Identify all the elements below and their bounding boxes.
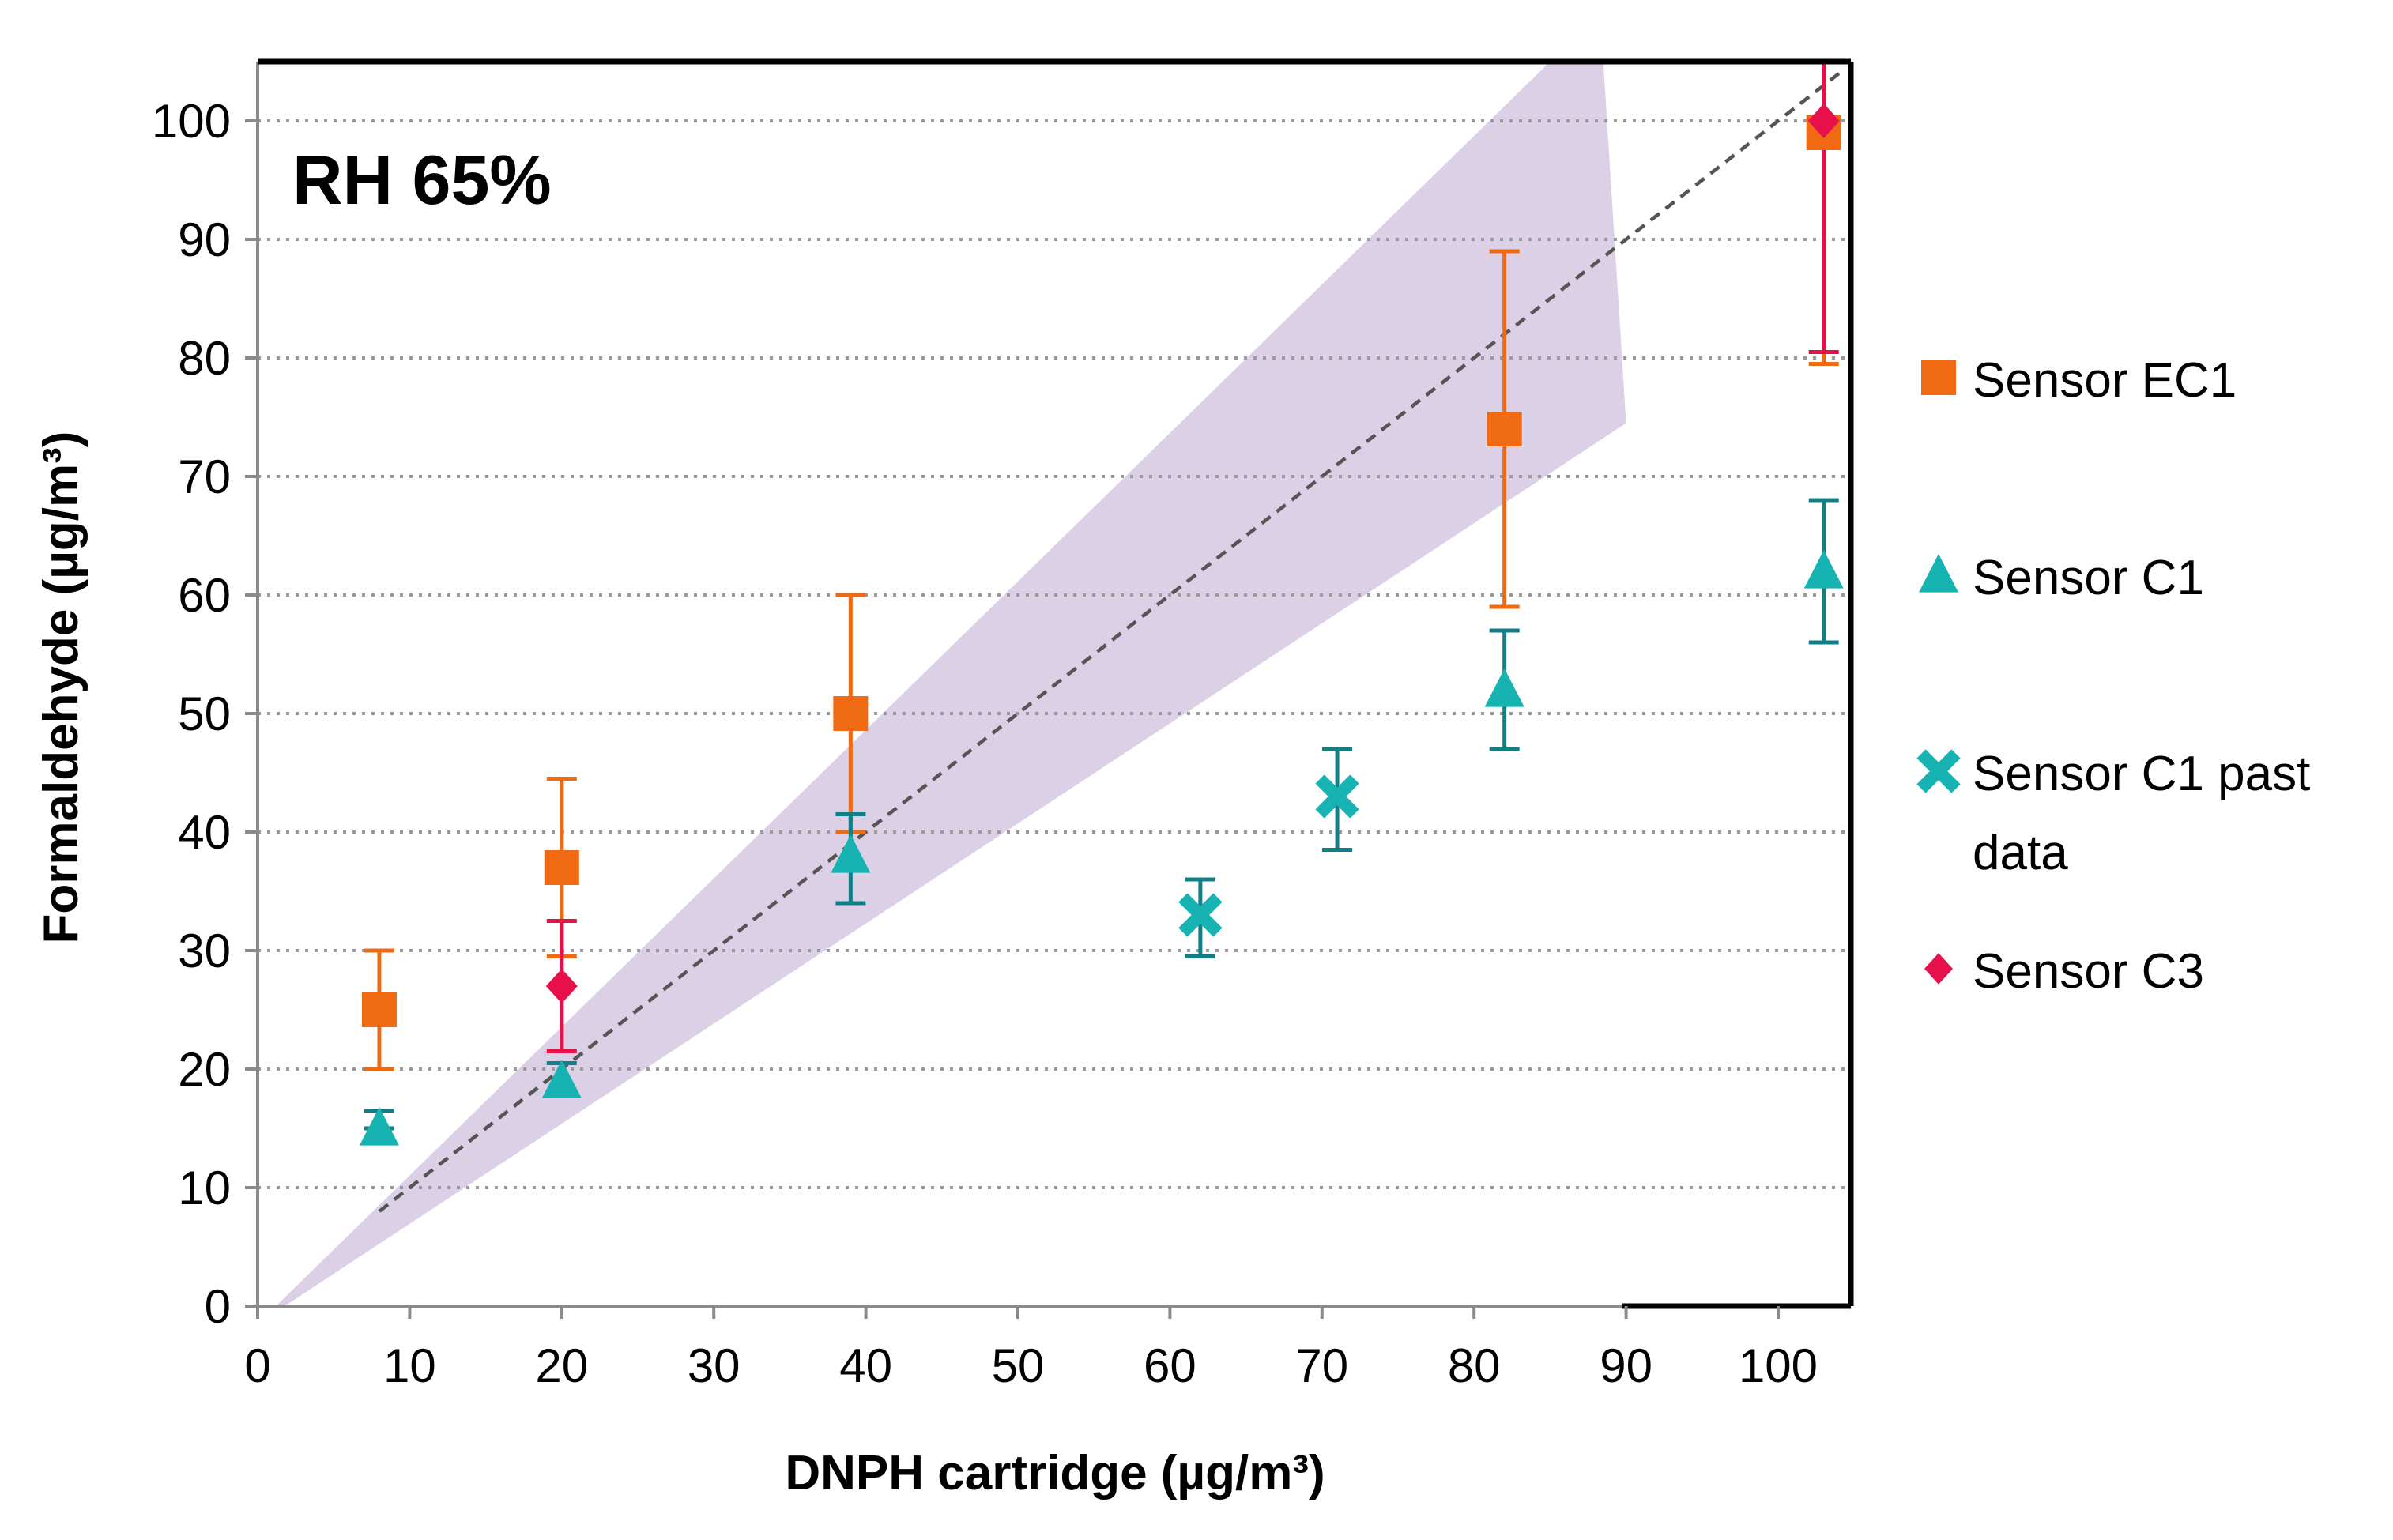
tolerance-band-layer (276, 62, 1626, 1306)
marker-sensor-c1-2 (831, 834, 871, 873)
legend-label-sensor-c3: Sensor C3 (1973, 944, 2204, 999)
marker-sensor-c1-3 (1484, 668, 1524, 707)
identity-line (378, 72, 1841, 1213)
legend-marker-sensor-c1 (1919, 554, 1958, 593)
marker-sensor-ec1-2 (833, 696, 869, 731)
legend-label-sensor-c1-past-data: Sensor C1 past data (1973, 747, 2310, 880)
x-tick-label-90: 90 (1600, 1339, 1652, 1392)
y-tick-label-10: 10 (178, 1162, 231, 1214)
marker-sensor-c1-4 (1803, 550, 1844, 589)
y-tick-label-60: 60 (178, 569, 231, 622)
tolerance-band (276, 62, 1626, 1306)
legend-label-sensor-ec1-line-0: Sensor EC1 (1973, 353, 2237, 408)
x-tick-label-70: 70 (1295, 1339, 1348, 1392)
marker-sensor-ec1-0 (361, 992, 397, 1027)
legend-label-sensor-c1: Sensor C1 (1973, 551, 2204, 605)
legend-label-sensor-c1-past-data-line-0: Sensor C1 past (1973, 747, 2310, 801)
y-tick-label-70: 70 (178, 450, 231, 503)
y-axis-title: Formaldehyde (µg/m³) (34, 431, 89, 944)
legend-label-sensor-c3-line-0: Sensor C3 (1973, 944, 2204, 999)
marker-sensor-c1-past-data-1-stroke-b (1315, 774, 1359, 819)
marker-sensor-c1-past-data-0 (1178, 893, 1223, 937)
y-tick-label-100: 100 (152, 95, 231, 148)
x-tick-label-40: 40 (839, 1339, 892, 1392)
legend-label-sensor-c1-line-0: Sensor C1 (1973, 551, 2204, 605)
y-tick-label-30: 30 (178, 924, 231, 977)
legend-item-sensor-c3: Sensor C3 (1924, 944, 2204, 999)
legend-item-sensor-c1-past-data: Sensor C1 past data (1916, 747, 2310, 880)
marker-sensor-c1-past-data-0-stroke-b (1178, 893, 1223, 937)
legend-marker-sensor-c1-past-data-stroke-b (1916, 749, 1961, 793)
y-tick-label-80: 80 (178, 332, 231, 385)
legend-item-sensor-c1: Sensor C1 (1919, 551, 2204, 605)
marker-sensor-c1-1 (541, 1060, 582, 1098)
x-tick-label-20: 20 (535, 1339, 588, 1392)
x-tick-label-50: 50 (992, 1339, 1045, 1392)
legend-label-sensor-ec1: Sensor EC1 (1973, 353, 2237, 408)
legend-marker-sensor-c3 (1924, 953, 1953, 985)
marker-sensor-ec1-1 (544, 850, 579, 885)
legend-marker-sensor-ec1 (1921, 360, 1956, 395)
data-markers (359, 104, 1844, 1146)
marker-sensor-c3-0 (545, 969, 578, 1003)
annotation-rh: RH 65% (292, 141, 552, 219)
x-tick-label-10: 10 (383, 1339, 436, 1392)
x-tick-label-80: 80 (1448, 1339, 1501, 1392)
y-tick-label-20: 20 (178, 1043, 231, 1096)
marker-sensor-c3-1 (1807, 104, 1840, 138)
axis-ticks: 0 10 20 30 40 50 60 70 80 90 100 0 10 20 30 40 50 60 70 80 9… (152, 95, 1818, 1392)
y-tick-label-90: 90 (178, 213, 231, 266)
x-tick-label-30: 30 (688, 1339, 741, 1392)
marker-sensor-c1-0 (359, 1107, 399, 1146)
y-tick-label-50: 50 (178, 687, 231, 740)
x-tick-label-0: 0 (244, 1339, 270, 1392)
identity-line-layer (378, 72, 1841, 1213)
legend-marker-sensor-c1-past-data (1916, 749, 1961, 793)
gridlines (258, 119, 1851, 1189)
x-axis-title: DNPH cartridge (µg/m³) (785, 1446, 1325, 1500)
marker-sensor-ec1-3 (1487, 412, 1522, 446)
y-tick-label-40: 40 (178, 806, 231, 859)
x-tick-label-100: 100 (1739, 1339, 1818, 1392)
plot-frame (256, 58, 1854, 1309)
x-tick-label-60: 60 (1144, 1339, 1196, 1392)
legend-label-sensor-c1-past-data-line-1: data (1973, 826, 2068, 880)
marker-sensor-c1-past-data-1 (1315, 774, 1359, 819)
legend-item-sensor-ec1: Sensor EC1 (1921, 353, 2237, 408)
y-tick-label-0: 0 (205, 1280, 231, 1333)
